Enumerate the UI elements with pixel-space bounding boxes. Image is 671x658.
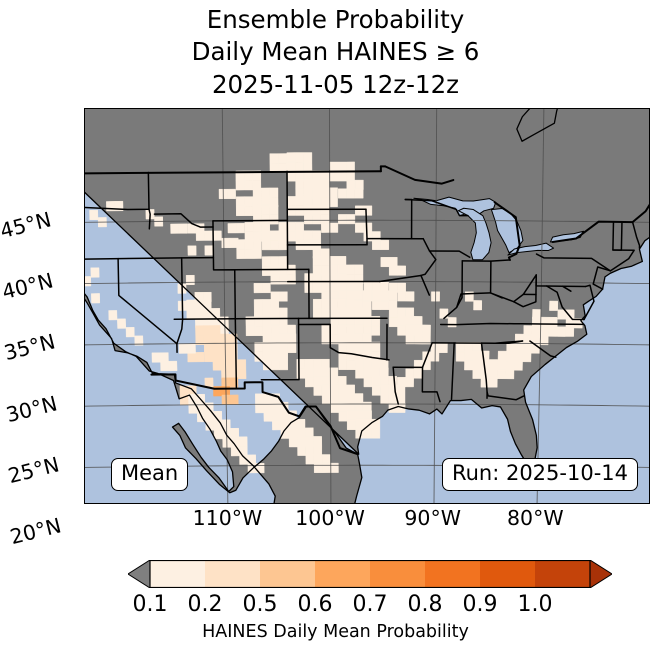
lat-tick-label: 35°N <box>1 329 58 366</box>
title-line-3: 2025-11-05 12z-12z <box>211 69 460 99</box>
lat-tick-label: 45°N <box>0 207 54 243</box>
lat-tick-label: 40°N <box>0 268 56 305</box>
run-label-text: Run: 2025-10-14 <box>451 461 628 486</box>
colorbar-caption-text: HAINES Daily Mean Probability <box>202 622 469 642</box>
lat-tick-label: 30°N <box>3 390 60 427</box>
map-canvas <box>85 109 649 503</box>
colorbar-over-cap <box>589 560 612 588</box>
colorbar-tick-0-6: 0.6 <box>297 592 333 617</box>
colorbar-caption: HAINES Daily Mean Probability <box>0 622 671 642</box>
colorbar-tick-labels: 0.1 0.2 0.5 0.6 0.7 0.8 0.9 1.0 <box>0 592 671 620</box>
colorbar <box>128 560 612 588</box>
lakes-layer <box>413 196 585 261</box>
coastline-layer <box>85 109 649 503</box>
member-label-box: Mean <box>111 458 189 491</box>
member-label-text: Mean <box>121 461 179 486</box>
colorbar-tick-0-5: 0.5 <box>242 592 278 617</box>
run-label-box: Run: 2025-10-14 <box>441 458 638 491</box>
lon-tick-label: 90°W <box>404 506 461 530</box>
lon-tick-label: 110°W <box>192 506 263 530</box>
colorbar-tick-0-2: 0.2 <box>187 592 223 617</box>
title-line-2: Daily Mean HAINES ≥ 6 <box>191 37 480 67</box>
title-line-1: Ensemble Probability <box>206 5 465 34</box>
lon-tick-label: 100°W <box>295 506 365 530</box>
chart-title: Ensemble Probability Daily Mean HAINES ≥… <box>0 4 671 101</box>
colorbar-under-cap <box>128 560 151 588</box>
colorbar-tick-0-7: 0.7 <box>352 592 388 617</box>
colorbar-tick-0-9: 0.9 <box>462 592 498 617</box>
colorbar-tick-0-8: 0.8 <box>407 592 443 617</box>
lon-tick-label: 80°W <box>507 506 564 530</box>
colorbar-tick-0-1: 0.1 <box>132 592 168 617</box>
lat-tick-label: 25°N <box>5 452 62 488</box>
colorbar-canvas <box>128 560 612 588</box>
map-panel: Mean Run: 2025-10-14 <box>84 108 650 504</box>
colorbar-tick-1-0: 1.0 <box>517 592 553 617</box>
lat-tick-label: 20°N <box>7 513 64 550</box>
